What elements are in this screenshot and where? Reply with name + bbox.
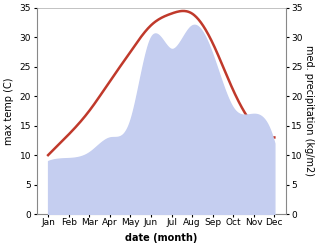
Y-axis label: max temp (C): max temp (C) — [4, 77, 14, 145]
Y-axis label: med. precipitation (kg/m2): med. precipitation (kg/m2) — [304, 45, 314, 176]
X-axis label: date (month): date (month) — [125, 233, 197, 243]
